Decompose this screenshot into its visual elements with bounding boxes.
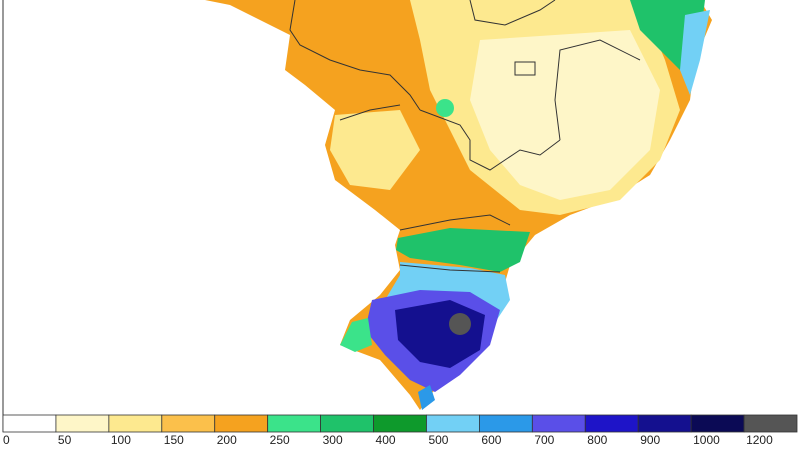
colorbar-tick-label: 1200 xyxy=(746,433,773,447)
colorbar-bin xyxy=(108,414,163,433)
colorbar-tick-label: 500 xyxy=(428,433,448,447)
precip-zone xyxy=(470,30,660,200)
precip-zone xyxy=(340,318,372,352)
map xyxy=(205,0,712,410)
colorbar-tick-label: 0 xyxy=(3,433,10,447)
colorbar-tick-label: 50 xyxy=(58,433,72,447)
colorbar-tick-label: 900 xyxy=(640,433,660,447)
colorbar-bin xyxy=(2,414,57,433)
colorbar-bin xyxy=(584,414,639,433)
state-border xyxy=(289,0,641,273)
colorbar-bin xyxy=(531,414,586,433)
colorbar-tick-label: 300 xyxy=(323,433,343,447)
colorbar-bin xyxy=(373,414,427,433)
colorbar-bin xyxy=(637,414,692,433)
colorbar-tick-label: 800 xyxy=(587,433,607,447)
colorbar-tick-label: 250 xyxy=(270,433,290,447)
colorbar-bin xyxy=(55,414,110,433)
colorbar-bin xyxy=(690,414,745,433)
colorbar-bin xyxy=(214,414,269,433)
precip-zone xyxy=(396,228,530,272)
colorbar-tick-label: 400 xyxy=(376,433,396,447)
colorbar-bin xyxy=(320,414,374,433)
colorbar-tick-label: 1000 xyxy=(693,433,720,447)
colorbar-tick-label: 100 xyxy=(111,433,131,447)
colorbar-bin xyxy=(267,414,321,433)
colorbar-tick-label: 150 xyxy=(164,433,184,447)
colorbar-bin xyxy=(743,414,798,433)
precip-zone xyxy=(418,385,435,410)
precip-zone xyxy=(330,110,420,190)
colorbar-tick-label: 600 xyxy=(481,433,501,447)
precip-zone xyxy=(449,313,471,335)
colorbar-bin xyxy=(426,414,480,433)
colorbar: 0 50 100 150 200 250 300 400 500 600 700 800 900 1000… xyxy=(2,414,798,447)
colorbar-bin xyxy=(161,414,216,433)
precip-zone xyxy=(680,10,710,95)
colorbar-bin xyxy=(478,414,533,433)
colorbar-tick-label: 200 xyxy=(217,433,237,447)
precip-zone xyxy=(436,99,454,117)
colorbar-tick-label: 700 xyxy=(534,433,554,447)
